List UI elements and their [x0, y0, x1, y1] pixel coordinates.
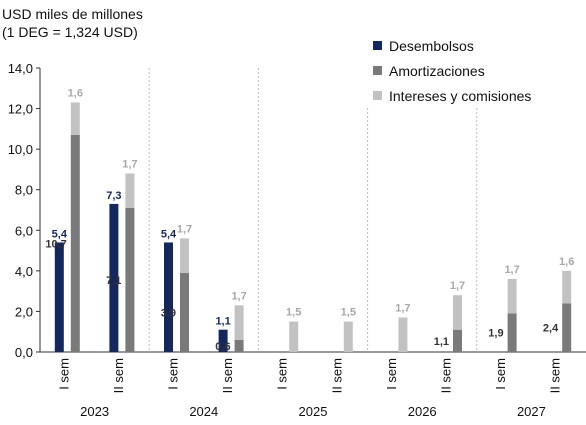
- y-tick-label: 8,0: [15, 183, 33, 198]
- data-label-intereses: 1,7: [231, 290, 246, 302]
- x-tick-label: II sem: [220, 358, 235, 393]
- data-label-intereses: 1,7: [395, 303, 410, 315]
- x-tick-label: II sem: [548, 358, 563, 393]
- x-tick-label: I sem: [384, 358, 399, 390]
- data-label-intereses: 1,5: [286, 307, 301, 319]
- legend-item-desembolsos: Desembolsos: [365, 33, 543, 58]
- x-tick-label: I sem: [56, 358, 71, 390]
- y-tick-label: 0,0: [15, 345, 33, 360]
- legend: Desembolsos Amortizaciones Intereses y c…: [365, 33, 543, 108]
- year-label: 2023: [80, 404, 109, 419]
- data-label-intereses: 1,7: [450, 280, 465, 292]
- legend-item-intereses: Intereses y comisiones: [365, 83, 543, 108]
- bar-amortizaciones: [562, 303, 572, 352]
- data-label-amortizaciones: 1,1: [434, 336, 449, 348]
- legend-item-amortizaciones: Amortizaciones: [365, 58, 543, 83]
- data-label-intereses: 1,6: [68, 87, 83, 99]
- bar-intereses: [289, 321, 299, 352]
- bar-intereses: [507, 278, 517, 314]
- data-label-intereses: 1,5: [341, 307, 356, 319]
- data-label-intereses: 1,7: [177, 223, 192, 235]
- bar-intereses: [180, 238, 189, 273]
- data-label-amortizaciones: 7,1: [106, 275, 121, 287]
- year-label: 2024: [189, 404, 218, 419]
- data-label-desembolsos: 1,1: [215, 316, 230, 328]
- year-label: 2027: [517, 404, 546, 419]
- legend-swatch-desembolsos: [373, 41, 382, 50]
- y-tick-label: 10,0: [8, 142, 33, 157]
- x-tick-label: II sem: [329, 358, 344, 393]
- x-tick-label: I sem: [493, 358, 508, 390]
- y-tick-label: 4,0: [15, 264, 33, 279]
- unit-label: USD miles de millones: [2, 6, 143, 22]
- bar-desembolsos: [54, 242, 64, 352]
- bar-intereses: [70, 102, 80, 135]
- data-label-amortizaciones: 10,7: [45, 238, 66, 250]
- conversion-note: (1 DEG = 1,324 USD): [2, 24, 138, 40]
- data-label-intereses: 1,7: [122, 158, 137, 170]
- bar-intereses: [234, 305, 244, 340]
- bar-amortizaciones: [507, 313, 517, 352]
- bar-intereses: [562, 270, 572, 304]
- bar-intereses: [398, 317, 408, 352]
- bar-amortizaciones: [180, 272, 189, 352]
- data-label-desembolsos: 7,3: [106, 190, 121, 202]
- data-label-amortizaciones: 1,9: [488, 328, 503, 340]
- y-tick-label: 6,0: [15, 223, 33, 238]
- legend-swatch-intereses: [373, 91, 382, 100]
- bar-desembolsos: [164, 242, 173, 352]
- data-label-intereses: 1,6: [559, 256, 574, 268]
- year-label: 2026: [408, 404, 437, 419]
- y-tick-label: 14,0: [8, 61, 33, 76]
- data-label-amortizaciones: 3,9: [161, 307, 176, 319]
- bar-intereses: [125, 173, 135, 208]
- bar-intereses: [343, 321, 353, 352]
- y-tick-label: 12,0: [8, 102, 33, 117]
- legend-swatch-amortizaciones: [373, 66, 382, 75]
- y-tick-label: 2,0: [15, 304, 33, 319]
- bar-desembolsos: [109, 203, 119, 352]
- data-label-intereses: 1,7: [504, 264, 519, 276]
- data-label-desembolsos: 5,4: [52, 228, 68, 240]
- data-label-desembolsos: 5,4: [161, 228, 177, 240]
- bar-amortizaciones: [453, 329, 462, 352]
- legend-label: Intereses y comisiones: [389, 87, 532, 104]
- x-tick-label: I sem: [166, 358, 181, 390]
- bar-amortizaciones: [125, 207, 135, 352]
- x-tick-label: II sem: [111, 358, 126, 393]
- bar-amortizaciones: [70, 134, 80, 352]
- year-label: 2025: [299, 404, 328, 419]
- bar-intereses: [453, 295, 462, 330]
- bar-desembolsos: [218, 329, 228, 352]
- x-tick-label: I sem: [275, 358, 290, 390]
- data-label-amortizaciones: 2,4: [543, 323, 559, 335]
- x-tick-label: II sem: [439, 358, 454, 393]
- bar-amortizaciones: [234, 339, 244, 352]
- data-label-amortizaciones: 0,6: [215, 341, 230, 353]
- legend-label: Desembolsos: [389, 37, 474, 54]
- legend-label: Amortizaciones: [389, 62, 485, 79]
